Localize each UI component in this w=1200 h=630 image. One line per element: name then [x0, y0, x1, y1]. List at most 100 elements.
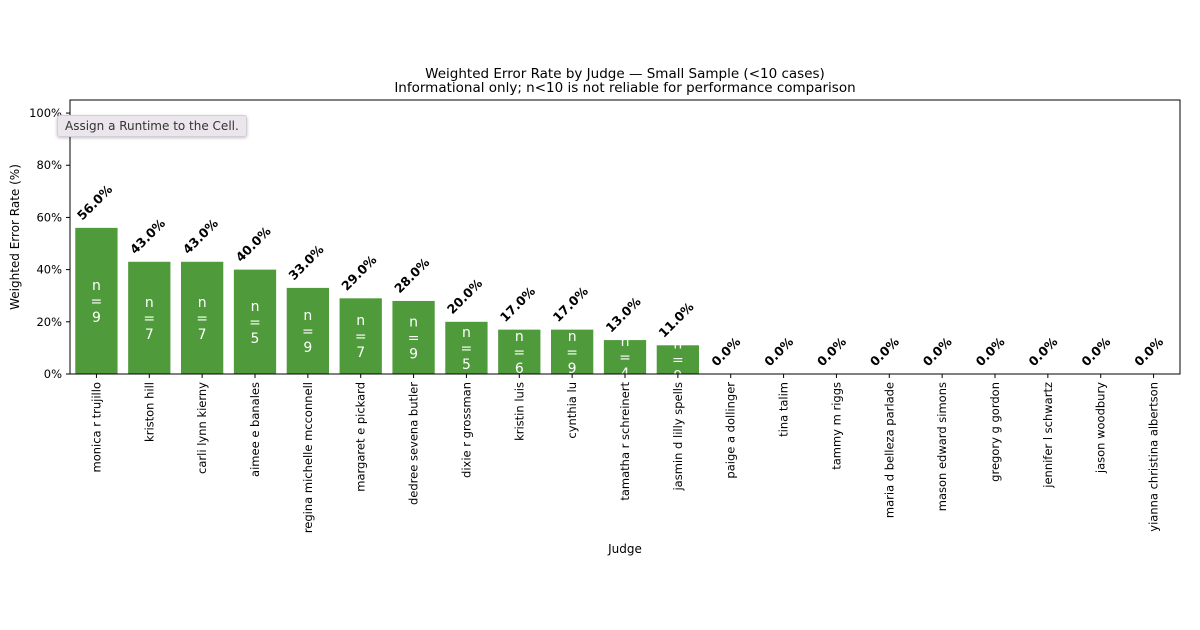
x-tick-label: gregory g gordon — [988, 382, 1002, 482]
bar-n-label: 7 — [145, 327, 154, 343]
x-tick-label: jennifer l schwartz — [1041, 382, 1055, 489]
bar — [286, 287, 329, 374]
x-tick-label: monica r trujillo — [89, 382, 103, 472]
bar-value-label: 28.0% — [391, 254, 433, 296]
bar-value-label: 17.0% — [497, 283, 539, 325]
bar-value-label: 17.0% — [550, 283, 592, 325]
bar-value-label: 56.0% — [74, 181, 116, 223]
x-tick-label: yianna christina albertson — [1147, 382, 1161, 532]
bar-n-label: n — [462, 325, 471, 341]
bar — [656, 345, 699, 374]
x-tick-label: tamatha r schreinert — [618, 382, 632, 501]
x-tick-label: jasmin d lilly spells — [671, 382, 685, 492]
bar-value-label: 0.0% — [867, 334, 902, 369]
bar-value-label: 11.0% — [655, 299, 697, 341]
bar-n-label: n — [145, 295, 154, 311]
bar-value-label: 0.0% — [814, 334, 849, 369]
x-tick-label: regina michelle mcconnell — [301, 382, 315, 533]
bar-value-label: 43.0% — [180, 215, 222, 257]
bar-value-label: 13.0% — [603, 294, 645, 336]
y-axis-label: Weighted Error Rate (%) — [8, 164, 22, 310]
bar-n-label: = — [196, 311, 208, 327]
bar-n-label: = — [566, 345, 578, 361]
x-tick-label: mason edward simons — [935, 382, 949, 511]
y-tick-label: 100% — [29, 106, 62, 120]
x-tick-label: jason woodbury — [1094, 382, 1108, 474]
x-tick-label: cynthia lu — [565, 382, 579, 439]
x-tick-label: dedree sevena butler — [407, 382, 421, 505]
bar — [233, 269, 277, 374]
bar-n-label: n — [568, 329, 577, 345]
bar-n-label: 6 — [515, 361, 524, 377]
y-tick-label: 40% — [36, 263, 62, 277]
y-tick-label: 0% — [44, 367, 62, 381]
bar-n-label: n — [673, 337, 682, 353]
x-tick-label: paige a dollinger — [724, 382, 738, 479]
bar-n-label: n — [92, 278, 101, 294]
x-tick-label: kristin luis — [512, 382, 526, 441]
bar — [551, 329, 594, 374]
bar-value-label: 33.0% — [285, 241, 327, 283]
x-axis-label: Judge — [607, 542, 642, 556]
bar-n-label: n — [409, 314, 418, 330]
bar-value-label: 0.0% — [1025, 334, 1060, 369]
y-tick-label: 20% — [36, 315, 62, 329]
bar — [181, 261, 224, 374]
bar-n-label: = — [619, 350, 631, 366]
bar-n-label: 9 — [303, 340, 312, 356]
bar-n-label: = — [91, 294, 103, 310]
bar — [128, 261, 171, 374]
y-tick-label: 80% — [36, 158, 62, 172]
y-tick-label: 60% — [36, 210, 62, 224]
bar-value-label: 40.0% — [233, 223, 275, 265]
bars-group: 56.0%n=943.0%n=743.0%n=740.0%n=533.0%n=9… — [74, 181, 1167, 384]
bar-value-label: 0.0% — [920, 334, 955, 369]
tooltip: Assign a Runtime to the Cell. — [57, 115, 247, 137]
bar-n-label: n — [621, 334, 630, 350]
bar-n-label: = — [355, 329, 367, 345]
bar — [392, 300, 435, 374]
bar — [445, 321, 488, 374]
bar-n-label: 7 — [356, 345, 365, 361]
bar — [498, 329, 541, 374]
y-axis: 0% 20% 40% 60% 80% 100% — [29, 106, 70, 381]
bar-n-label: 9 — [568, 361, 577, 377]
x-tick-label: tina talim — [777, 382, 791, 437]
bar-n-label: 5 — [251, 331, 260, 347]
bar-value-label: 0.0% — [973, 334, 1008, 369]
bar — [75, 227, 118, 374]
chart-subtitle: Informational only; n<10 is not reliable… — [394, 80, 855, 96]
bar-value-label: 0.0% — [1078, 334, 1113, 369]
x-axis: monica r trujillo kriston hill carli lynn … — [89, 374, 1161, 533]
bar-value-label: 0.0% — [708, 334, 743, 369]
bar-n-label: = — [143, 311, 155, 327]
bar-n-label: = — [249, 315, 261, 331]
bar-n-label: = — [461, 341, 473, 357]
bar-n-label: = — [672, 353, 684, 369]
bar-value-label: 0.0% — [1131, 334, 1166, 369]
bar-value-label: 43.0% — [127, 215, 169, 257]
x-tick-label: tammy m riggs — [829, 382, 843, 470]
bar-n-label: = — [408, 330, 420, 346]
bar-value-label: 20.0% — [444, 275, 486, 317]
bar-n-label: 7 — [198, 327, 207, 343]
bar — [339, 298, 382, 374]
bar-n-label: n — [356, 313, 365, 329]
bar-n-label: 5 — [462, 357, 471, 373]
bar-n-label: n — [515, 329, 524, 345]
bar-n-label: = — [302, 324, 314, 340]
x-tick-label: carli lynn kierny — [195, 382, 209, 474]
bar-value-label: 29.0% — [338, 252, 380, 294]
bar-n-label: n — [251, 299, 260, 315]
plot-frame — [69, 99, 1181, 375]
bar-n-label: 9 — [92, 310, 101, 326]
bar-n-label: = — [513, 345, 525, 361]
x-tick-label: aimee e banales — [248, 382, 262, 477]
bar-value-label: 0.0% — [761, 334, 796, 369]
chart-title: Weighted Error Rate by Judge — Small Sam… — [425, 66, 825, 82]
x-tick-label: dixie r grossman — [459, 382, 473, 478]
x-tick-label: kriston hill — [142, 382, 156, 442]
x-tick-label: maria d belleza parlade — [882, 382, 896, 518]
x-tick-label: margaret e pickard — [354, 382, 368, 492]
